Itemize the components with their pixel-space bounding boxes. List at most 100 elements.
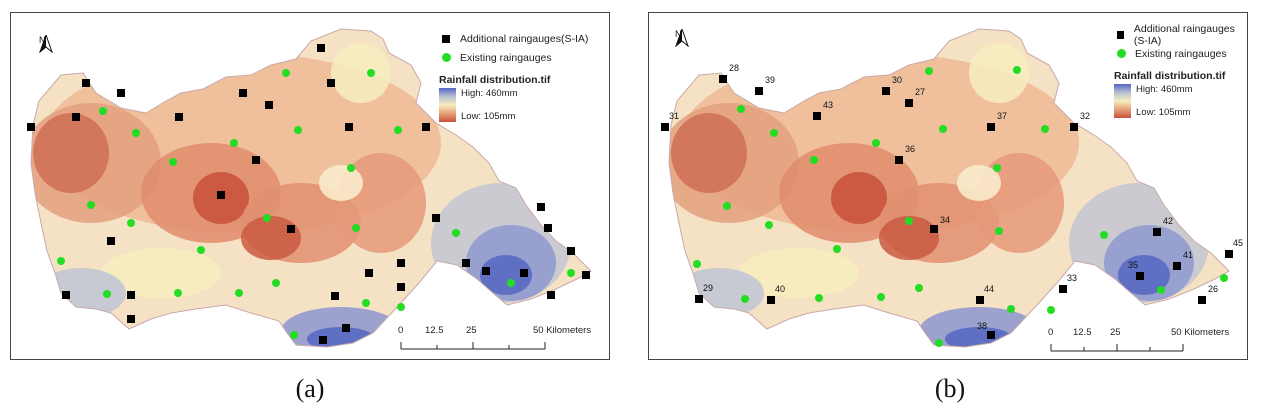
additional-gauge: [987, 123, 995, 131]
scale-bar-graphic: [400, 342, 546, 350]
additional-gauge: [327, 79, 335, 87]
additional-gauge: [175, 113, 183, 121]
gauge-label: 37: [997, 111, 1007, 121]
north-arrow-icon: [39, 35, 53, 53]
additional-gauge: [239, 89, 247, 97]
existing-gauge: [935, 339, 943, 347]
existing-gauge: [394, 126, 402, 134]
existing-gauge: [352, 224, 360, 232]
raster-title: Rainfall distribution.tif: [1114, 70, 1226, 82]
additional-gauge: [537, 203, 545, 211]
gauge-label: 28: [729, 63, 739, 73]
existing-gauge: [127, 219, 135, 227]
additional-gauge: [755, 87, 763, 95]
additional-gauge: [127, 291, 135, 299]
existing-gauge: [567, 269, 575, 277]
additional-gauge: [520, 269, 528, 277]
additional-gauge: [432, 214, 440, 222]
legend-existing: Existing raingauges: [460, 51, 552, 64]
additional-gauge: [345, 123, 353, 131]
additional-gauge: [287, 225, 295, 233]
map-panel-b: 28 39 31 43 30 27 37 32 36 34 42 45 41 35 29 40 33 44 26 38…: [648, 12, 1248, 360]
additional-gauge: [82, 79, 90, 87]
existing-gauge: [1047, 306, 1055, 314]
gauge-label: 44: [984, 284, 994, 294]
existing-gauge: [169, 158, 177, 166]
additional-gauge: [252, 156, 260, 164]
existing-gauge-symbol: [1117, 49, 1126, 58]
north-label: N: [675, 29, 682, 39]
existing-gauge: [815, 294, 823, 302]
scale-tick-0: 0: [398, 325, 404, 336]
existing-gauge: [993, 164, 1001, 172]
existing-gauge: [765, 221, 773, 229]
legend-additional: Additional raingauges (S-IA): [1133, 22, 1235, 47]
existing-gauge: [905, 217, 913, 225]
additional-gauge: [930, 225, 938, 233]
existing-gauge: [103, 290, 111, 298]
additional-gauge: [62, 291, 70, 299]
additional-gauge: [1136, 272, 1144, 280]
additional-gauge: [1059, 285, 1067, 293]
existing-gauge: [1007, 305, 1015, 313]
additional-gauge: [342, 324, 350, 332]
map-canvas-a: [27, 28, 592, 348]
north-label: N: [39, 35, 46, 45]
additional-gauge: [661, 123, 669, 131]
additional-gauge: [1070, 123, 1078, 131]
gauge-label: 31: [669, 111, 679, 121]
additional-gauge: [331, 292, 339, 300]
gauge-label: 26: [1208, 284, 1218, 294]
existing-gauge: [1041, 125, 1049, 133]
color-ramp: [439, 88, 456, 122]
existing-gauge: [995, 227, 1003, 235]
gauge-label: 40: [775, 284, 785, 294]
additional-gauge: [319, 336, 327, 344]
additional-gauge: [695, 295, 703, 303]
additional-gauge: [397, 259, 405, 267]
additional-gauge: [1198, 296, 1206, 304]
caption-b: (b): [934, 374, 966, 403]
additional-gauge: [767, 296, 775, 304]
existing-gauge: [723, 202, 731, 210]
existing-gauge: [877, 293, 885, 301]
existing-gauge: [939, 125, 947, 133]
existing-gauge: [452, 229, 460, 237]
gauge-label: 32: [1080, 111, 1090, 121]
existing-gauge: [833, 245, 841, 253]
existing-gauge: [87, 201, 95, 209]
raster-title: Rainfall distribution.tif: [439, 74, 551, 86]
existing-gauge: [915, 284, 923, 292]
existing-gauge: [132, 129, 140, 137]
additional-gauge: [976, 296, 984, 304]
gauge-label: 33: [1067, 273, 1077, 283]
existing-gauge: [507, 279, 515, 287]
gauge-label: 45: [1233, 238, 1243, 248]
gauge-label: 36: [905, 144, 915, 154]
existing-gauge: [230, 139, 238, 147]
additional-gauge: [813, 112, 821, 120]
scale-tick-50: 50 Kilometers: [1171, 327, 1230, 338]
ramp-low: Low: 105mm: [461, 111, 516, 122]
additional-gauge: [72, 113, 80, 121]
existing-gauge: [272, 279, 280, 287]
north-arrow: N: [675, 29, 689, 47]
existing-gauge: [737, 105, 745, 113]
gauge-label: 43: [823, 100, 833, 110]
existing-gauge: [174, 289, 182, 297]
additional-gauge: [582, 271, 590, 279]
additional-gauge: [895, 156, 903, 164]
gauge-label: 38: [977, 321, 987, 331]
caption-a: (a): [295, 374, 325, 403]
additional-gauge: [117, 89, 125, 97]
gauge-label: 35: [1128, 260, 1138, 270]
additional-gauge: [482, 267, 490, 275]
legend-additional: Additional raingauges(S-IA): [460, 32, 589, 45]
additional-gauge: [547, 291, 555, 299]
additional-gauge: [1225, 250, 1233, 258]
existing-gauge: [770, 129, 778, 137]
additional-gauge: [27, 123, 35, 131]
existing-gauge: [362, 299, 370, 307]
additional-gauge: [462, 259, 470, 267]
additional-gauge: [397, 283, 405, 291]
